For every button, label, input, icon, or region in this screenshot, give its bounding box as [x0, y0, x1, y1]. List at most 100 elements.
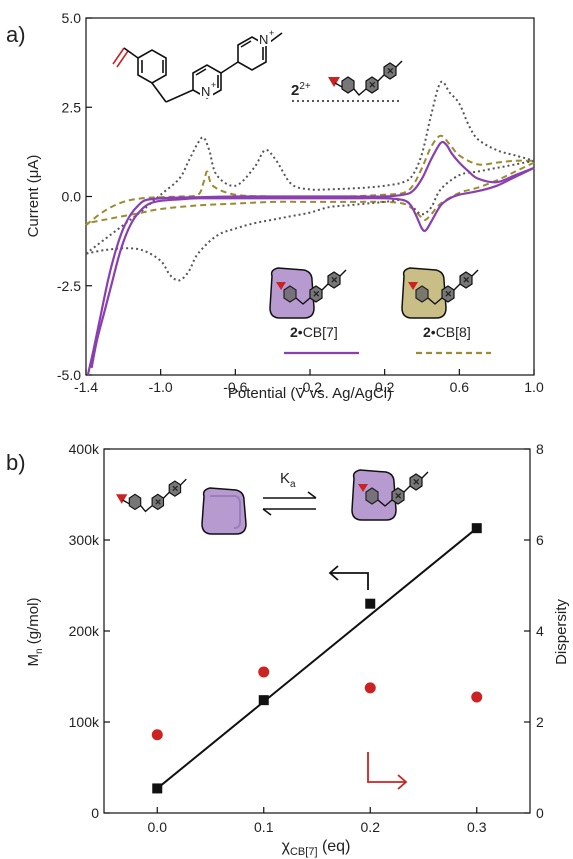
bond — [123, 47, 139, 59]
vinyl-bond — [112, 47, 125, 65]
panel-b-right-y-axis-title: Dispersity — [553, 599, 570, 665]
cb7-complex-icon: ✕✕ — [351, 469, 429, 521]
bond — [122, 499, 130, 505]
y-tick-label: 200k — [69, 623, 100, 639]
panel-b-right-y-axis: 0 2 4 6 8 — [524, 441, 544, 821]
methylene-bond — [295, 297, 311, 305]
y-tick-label: 400k — [69, 441, 100, 457]
cv-curve-dotted-reverse — [85, 159, 535, 282]
mn-data-point — [365, 598, 376, 609]
x-tick-label: -0.2 — [298, 379, 322, 395]
biaryl-bond — [220, 61, 239, 74]
cv-curve-solid-reverse — [90, 166, 535, 369]
encapsulated-phenyl-ring-icon — [283, 285, 297, 303]
vinyl-triangle-icon — [276, 282, 286, 290]
y2-tick-label: 2 — [536, 714, 544, 730]
legend-cb8-label: 2•CB[8] — [423, 324, 471, 340]
cross-icon: ✕ — [395, 491, 403, 501]
y-tick-label: 100k — [69, 714, 100, 730]
panel-b-left-y-axis-title: Mn (g/mol) — [25, 598, 45, 667]
bond — [377, 74, 385, 82]
methylene-bond — [165, 89, 194, 103]
panel-a-curves — [85, 80, 535, 376]
x-tick-label: 0.6 — [450, 379, 470, 395]
x-tick-label: -0.6 — [223, 379, 247, 395]
panel-b-x-axis: 0.0 0.1 0.2 0.3 — [148, 807, 487, 835]
double-bond — [240, 40, 252, 48]
vinyl-triangle-icon — [358, 484, 368, 492]
vinyl-triangle-icon — [116, 494, 128, 504]
dispersity-data-point — [151, 729, 163, 741]
binding-constant-label: Ka — [280, 470, 296, 490]
legend-free-guest-label: 22+ — [291, 81, 311, 99]
bond — [403, 485, 411, 493]
legend-cb7-label: 2•CB[7] — [290, 324, 338, 340]
x-tick-label: 0.1 — [254, 819, 274, 835]
methyl-bond — [395, 60, 403, 68]
reverse-arrow-head — [262, 508, 272, 516]
bond — [334, 82, 343, 88]
panel-b-data — [151, 523, 483, 794]
bond — [453, 283, 461, 291]
encapsulated-phenyl-ring-icon — [415, 285, 429, 303]
nitrogen-atom-label: N — [201, 84, 210, 99]
y2-tick-label: 6 — [536, 532, 544, 548]
host-guest-complex: ✕✕ — [401, 267, 479, 319]
cb7-host-icon — [201, 487, 247, 535]
dispersity-data-point — [471, 691, 483, 703]
x-tick-label: 1.0 — [524, 379, 544, 395]
methyl-bond — [339, 269, 347, 277]
methyl-bond — [180, 478, 187, 486]
dispersity-indicator-line — [367, 752, 406, 783]
cb8-complex-icon: ✕✕ — [401, 267, 479, 319]
nitrogen-labels: N + N + — [200, 28, 274, 99]
mn-indicator-head — [328, 565, 339, 581]
benzene-ring — [137, 49, 167, 84]
host-guest-complex: ✕✕ — [269, 267, 347, 319]
panel-a-x-axis: -1.4 -1.0 -0.6 -0.2 0.2 0.6 1.0 — [74, 369, 544, 395]
methyl-bond — [471, 269, 479, 277]
y-tick-label: -5.0 — [57, 367, 81, 383]
panel-b-label: b) — [6, 450, 26, 475]
guest-icon: ✕✕ — [116, 478, 187, 513]
mn-indicator-line — [330, 572, 369, 590]
nitrogen-charge: + — [211, 80, 216, 90]
legend-free-guest: 22+ ✕✕ — [291, 60, 403, 102]
x-tick-label: 0.2 — [361, 819, 381, 835]
panel-a-y-axis-title: Current (μA) — [25, 155, 42, 238]
legend-cb7-complex: ✕✕ 2•CB[7] — [269, 267, 359, 355]
panel-b-x-axis-title: χCB[7] (eq) — [282, 838, 351, 858]
dispersity-data-point — [364, 682, 376, 694]
cross-icon: ✕ — [463, 275, 471, 285]
phenyl-ring-icon — [341, 76, 355, 94]
nitrogen-charge: + — [269, 28, 274, 38]
cross-icon: ✕ — [172, 483, 179, 493]
cross-icon: ✕ — [331, 275, 339, 285]
mn-linear-fit-line — [156, 527, 478, 790]
y-tick-label: 0 — [91, 805, 99, 821]
y-tick-label: 2.5 — [62, 99, 82, 115]
panel-a-y-axis: -5.0 -2.5 0.0 2.5 5.0 — [57, 10, 92, 383]
forward-arrow-head — [307, 491, 317, 499]
binding-equilibrium-scheme: ✕✕ Ka ✕✕ — [116, 469, 429, 535]
n-label-bg — [200, 84, 213, 98]
cucurbituril-highlight — [210, 495, 241, 529]
cv-curve-dotted-forward — [85, 80, 535, 255]
panel-a-label: a) — [6, 22, 26, 47]
legend-cb8-complex: ✕✕ 2•CB[8] — [401, 267, 491, 355]
dispersity-data-point — [258, 666, 270, 678]
bond — [151, 82, 167, 103]
x-tick-label: 0.2 — [375, 379, 395, 395]
n-label-bg — [258, 32, 271, 46]
vinyl-triangle-icon — [408, 282, 418, 290]
equilibrium-arrows — [262, 491, 317, 516]
panel-b-left-y-axis: 0 100k 200k 300k 400k — [69, 441, 110, 821]
panel-a-x-axis-title: Potential (V vs. Ag/AgCl) — [228, 385, 392, 402]
cb7-complex-icon: ✕✕ — [269, 267, 347, 319]
vinyl-bond-2 — [116, 50, 129, 68]
guest-molecule: ✕✕ — [328, 60, 403, 96]
y-tick-label: -2.5 — [57, 278, 81, 294]
cv-curve-solid-forward — [86, 140, 535, 376]
